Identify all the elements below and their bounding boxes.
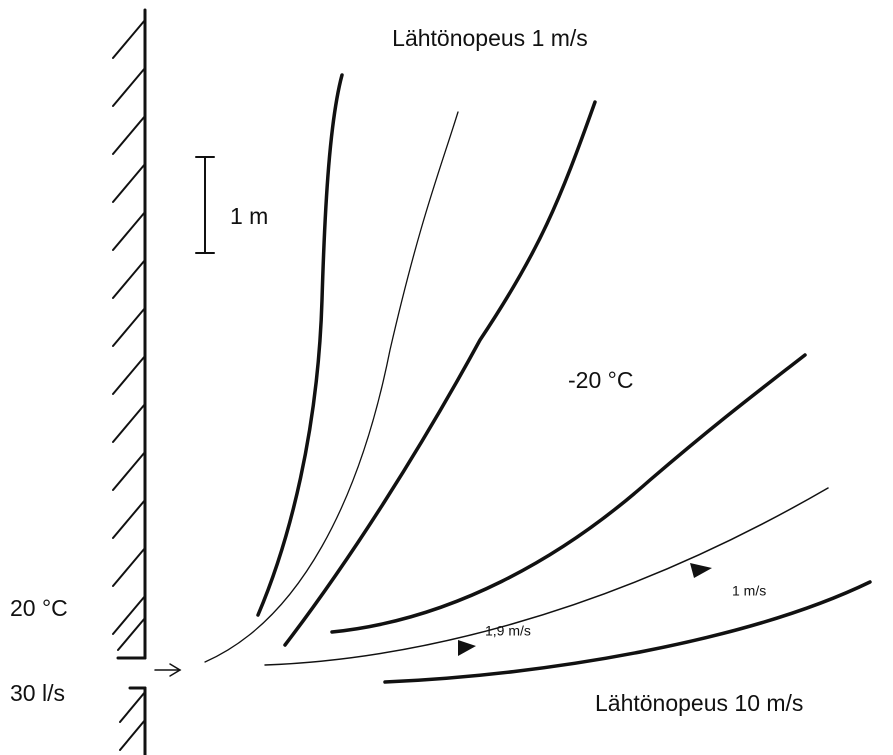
- speed-far: 1 m/s: [732, 583, 766, 599]
- title-bottom: Lähtönopeus 10 m/s: [595, 690, 803, 716]
- supply-flow: 30 l/s: [10, 680, 65, 706]
- title-top: Lähtönopeus 1 m/s: [392, 25, 588, 51]
- speed-near: 1,9 m/s: [485, 623, 531, 639]
- supply-temperature: 20 °C: [10, 595, 68, 621]
- room-temperature: -20 °C: [568, 367, 633, 393]
- scale-label: 1 m: [230, 203, 268, 229]
- scale-bar: [195, 156, 215, 254]
- jet-trajectories: [204, 73, 872, 684]
- flow-arrows: [458, 563, 712, 656]
- supply-arrow: [154, 663, 182, 677]
- wall-hatching: [112, 19, 146, 751]
